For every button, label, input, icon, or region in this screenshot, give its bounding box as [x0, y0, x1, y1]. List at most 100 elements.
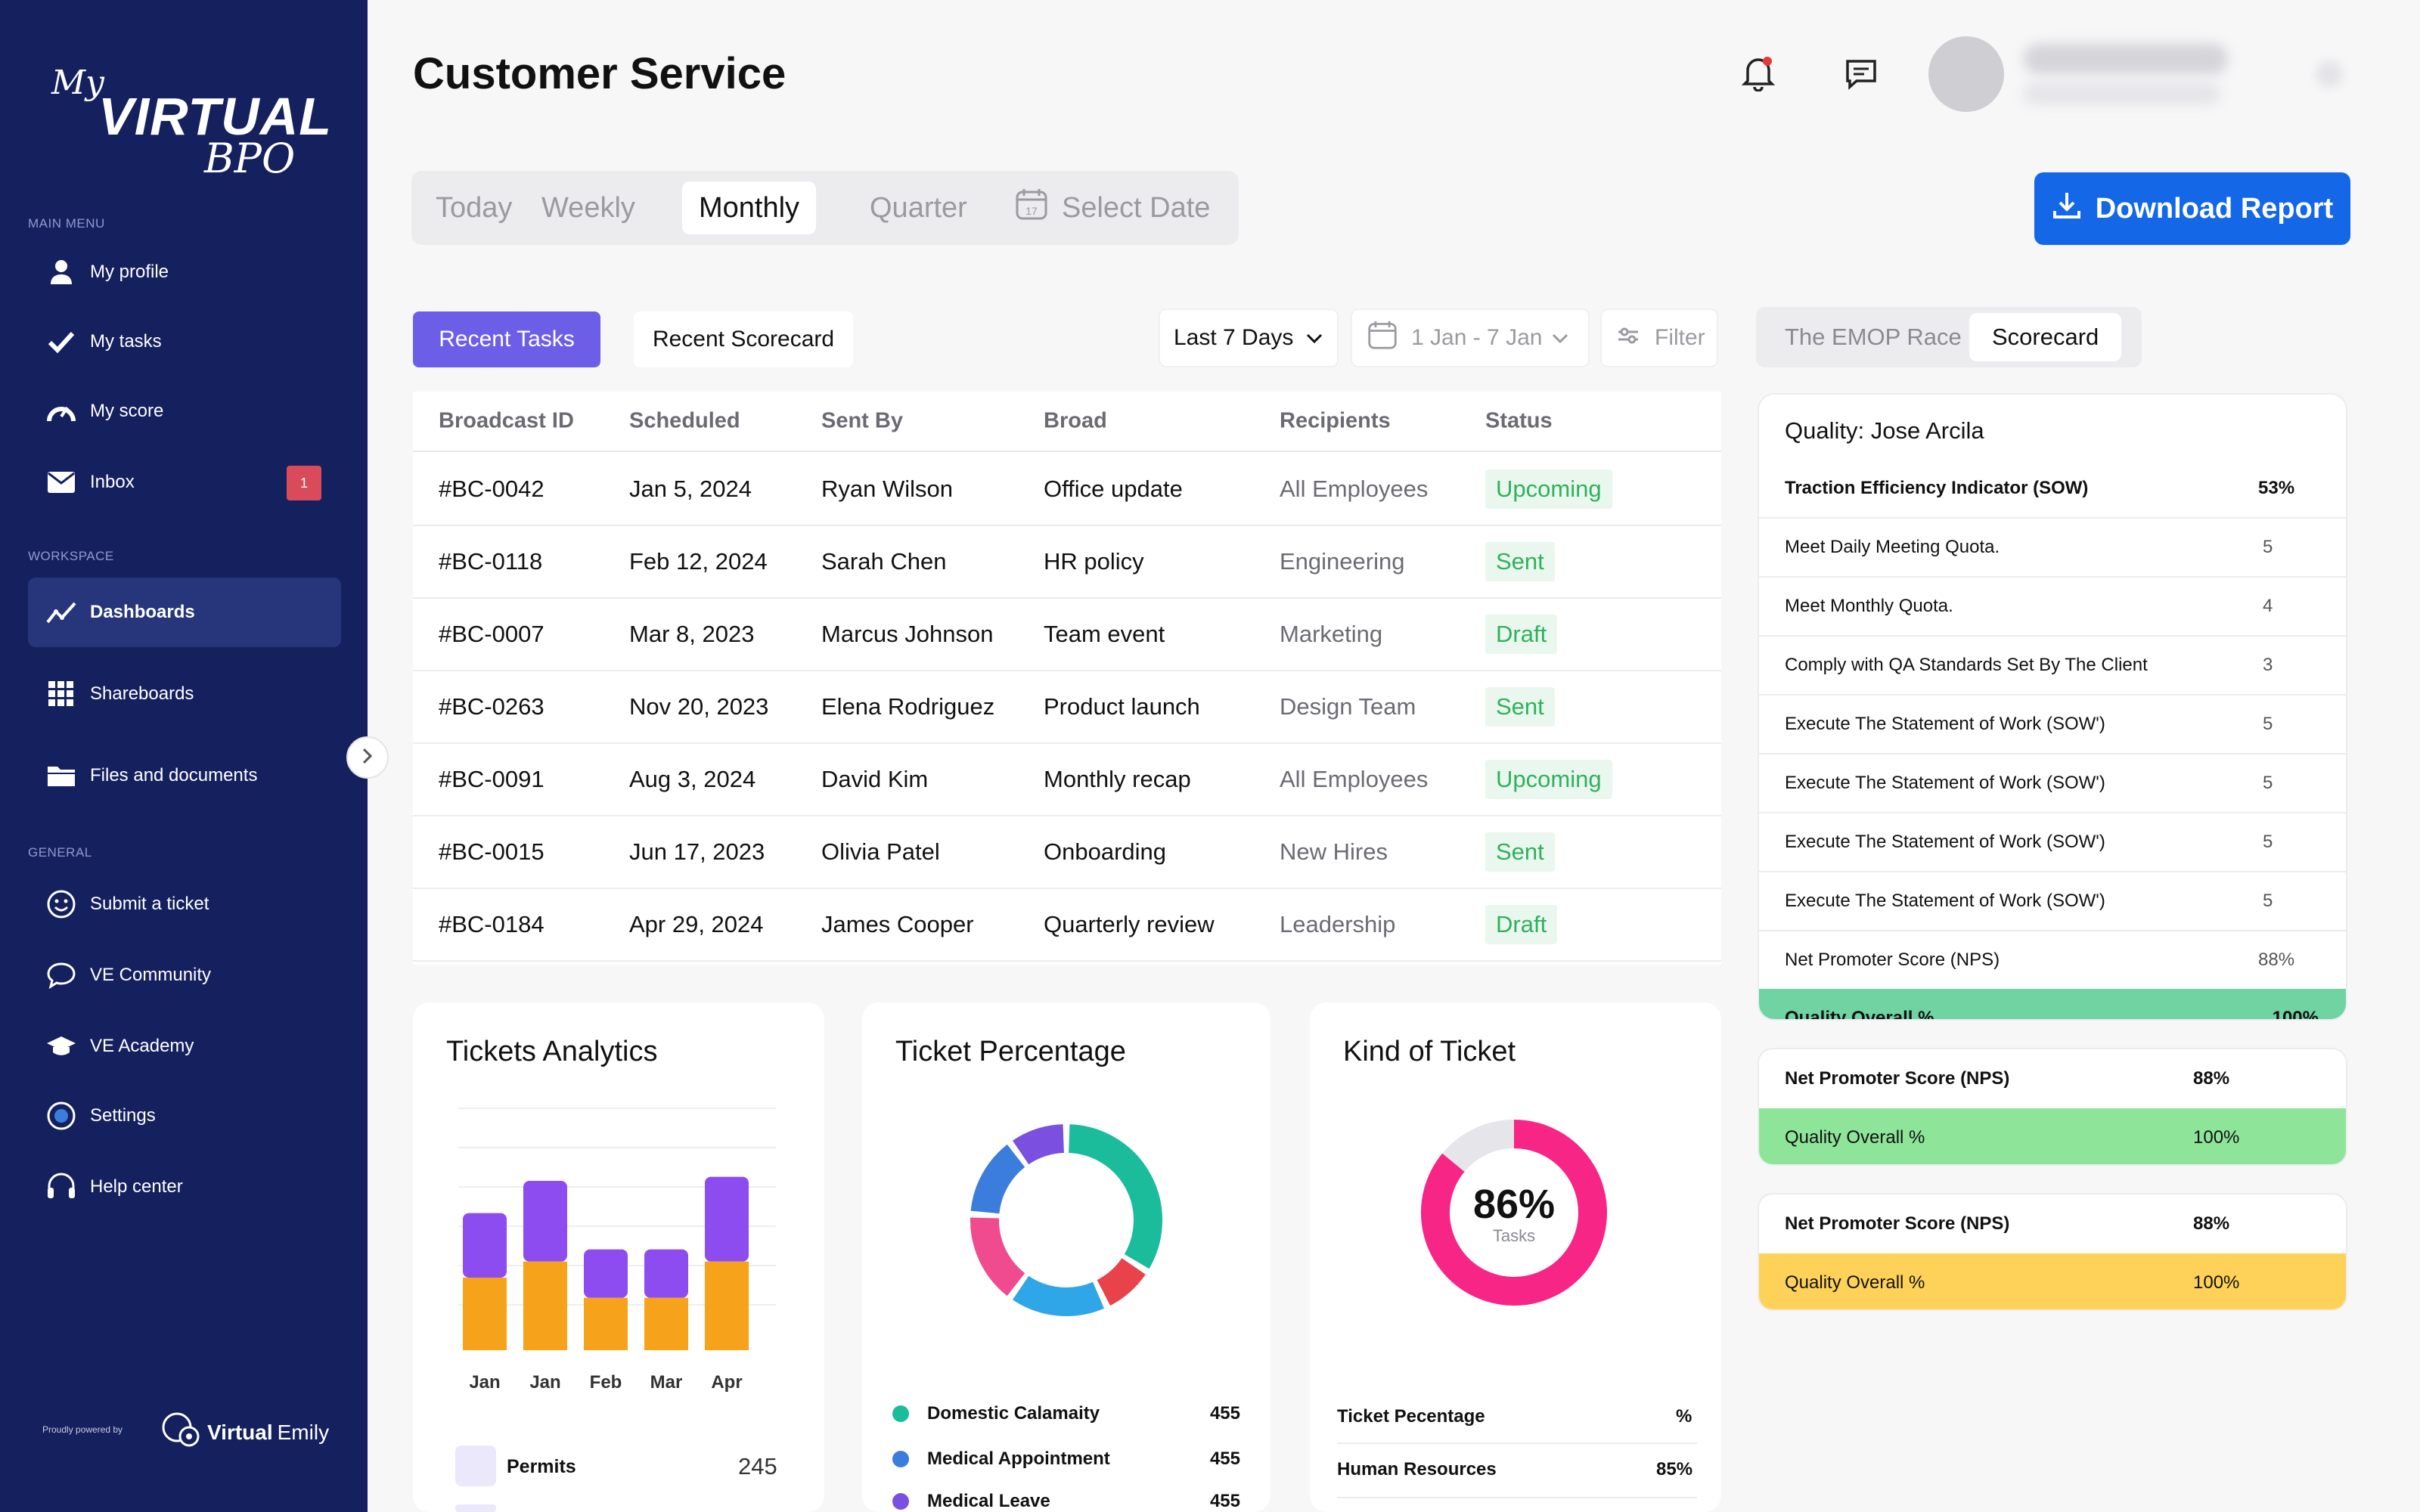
nps-value: 88% — [2193, 1213, 2230, 1234]
cell-recipients: Leadership — [1280, 911, 1396, 937]
cell-status[interactable]: Sent — [1485, 832, 1555, 872]
sidebar-item-submit-ticket[interactable]: Submit a ticket — [28, 869, 341, 939]
legend-dot — [892, 1493, 909, 1510]
cell-broad: Office update — [1044, 476, 1183, 502]
sidebar-item-files[interactable]: Files and documents — [28, 741, 341, 810]
cell-broad: Monthly recap — [1044, 766, 1191, 792]
sidebar-item-label: Settings — [90, 1105, 156, 1126]
avatar[interactable] — [1928, 36, 2004, 112]
donut-slice — [970, 1144, 1025, 1214]
quality-value: 100% — [2193, 1127, 2240, 1148]
scorecard-row-label: Comply with QA Standards Set By The Clie… — [1785, 655, 2148, 675]
filter-button[interactable]: Filter — [1600, 308, 1718, 367]
tab-select-date[interactable]: 17 Select Date — [998, 181, 1227, 234]
logo-virtual: VIRTUAL — [98, 87, 333, 146]
scorecard-row-label: Execute The Statement of Work (SOW') — [1785, 891, 2105, 911]
table-row[interactable]: #BC-0118 Feb 12, 2024 Sarah Chen HR policy E… — [413, 526, 1721, 599]
legend-dot — [892, 1451, 909, 1467]
user-role-blurred — [2024, 83, 2220, 104]
scorecard-row-value: 53% — [2258, 478, 2295, 498]
permits-swatch — [455, 1445, 496, 1486]
cell-sent-by: Marcus Johnson — [821, 621, 994, 647]
range-dropdown[interactable]: Last 7 Days — [1159, 308, 1339, 367]
tab-weekly[interactable]: Weekly — [541, 191, 635, 224]
bar-segment — [705, 1176, 749, 1262]
tab-recent-tasks[interactable]: Recent Tasks — [413, 311, 600, 367]
table-row[interactable]: #BC-0042 Jan 5, 2024 Ryan Wilson Office upd… — [413, 454, 1721, 526]
legend-label: Medical Leave — [927, 1491, 1050, 1511]
messages-button[interactable] — [1835, 48, 1888, 101]
table-row[interactable]: #BC-0015 Jun 17, 2023 Olivia Patel Onboardi… — [413, 816, 1721, 889]
notification-button[interactable] — [1732, 48, 1785, 101]
sidebar-collapse-button[interactable] — [346, 736, 389, 779]
brand-logo[interactable]: My VIRTUAL BPO — [45, 60, 331, 182]
section-general: GENERAL — [28, 845, 92, 860]
sidebar-item-my-tasks[interactable]: My tasks — [28, 307, 341, 376]
sidebar-item-dashboards[interactable]: Dashboards — [28, 578, 341, 647]
divider — [1337, 1497, 1697, 1498]
tab-scorecard[interactable]: Scorecard — [1969, 313, 2122, 361]
col-sent-by[interactable]: Sent By — [821, 408, 903, 433]
donut-slice — [970, 1217, 1025, 1297]
page-title: Customer Service — [413, 49, 786, 98]
scorecard-overall-row: Quality Overall % 100% — [1759, 989, 2346, 1021]
x-tick-label: Jan — [469, 1372, 500, 1393]
grid-icon — [46, 679, 76, 709]
tab-today[interactable]: Today — [436, 191, 513, 224]
scorecard-row: Meet Daily Meeting Quota. 5 — [1759, 519, 2346, 578]
col-broad[interactable]: Broad — [1044, 408, 1107, 433]
cell-broadcast-id: #BC-0118 — [439, 548, 543, 575]
sidebar-item-help-center[interactable]: Help center — [28, 1152, 341, 1222]
check-icon — [46, 327, 76, 357]
sidebar-item-shareboards[interactable]: Shareboards — [28, 659, 341, 729]
scorecard-row: Net Promoter Score (NPS) 88% — [1759, 931, 2346, 990]
cell-scheduled: Aug 3, 2024 — [629, 766, 756, 792]
cell-recipients: All Employees — [1280, 476, 1429, 502]
sidebar-item-inbox[interactable]: Inbox 1 — [28, 448, 341, 517]
tab-emop-race[interactable]: The EMOP Race — [1785, 324, 1962, 350]
sidebar-item-my-score[interactable]: My score — [28, 376, 341, 446]
cell-status[interactable]: Upcoming — [1485, 760, 1612, 799]
kind-of-ticket-title: Kind of Ticket — [1343, 1036, 1516, 1067]
tickets-analytics-title: Tickets Analytics — [446, 1036, 658, 1067]
table-row[interactable]: #BC-0091 Aug 3, 2024 David Kim Monthly reca… — [413, 744, 1721, 816]
col-status[interactable]: Status — [1485, 408, 1553, 433]
cell-status[interactable]: Draft — [1485, 615, 1558, 654]
download-report-button[interactable]: Download Report — [2034, 172, 2350, 245]
legend-value: 455 — [1209, 1491, 1240, 1511]
cell-status[interactable]: Sent — [1485, 687, 1555, 727]
table-row[interactable]: #BC-0007 Mar 8, 2023 Marcus Johnson Team ev… — [413, 599, 1721, 671]
date-range-picker[interactable]: 1 Jan - 7 Jan — [1351, 308, 1590, 367]
col-broadcast-id[interactable]: Broadcast ID — [439, 408, 574, 433]
cell-broadcast-id: #BC-0263 — [439, 693, 544, 720]
nps-card-green: Net Promoter Score (NPS) 88% Quality Over… — [1758, 1048, 2347, 1166]
cell-status[interactable]: Upcoming — [1485, 469, 1612, 509]
donut-slice — [1097, 1257, 1146, 1306]
x-tick-label: Jan — [529, 1372, 560, 1393]
bar-segment — [584, 1297, 628, 1350]
ticket-percentage-card: Ticket Percentage Domestic Calamaity 455 … — [862, 1002, 1270, 1512]
tab-monthly[interactable]: Monthly — [682, 181, 817, 234]
legend-label: Medical Appointment — [927, 1448, 1110, 1469]
table-row[interactable]: #BC-0184 Apr 29, 2024 James Cooper Quarterl… — [413, 889, 1721, 962]
col-scheduled[interactable]: Scheduled — [629, 408, 740, 433]
col-recipients[interactable]: Recipients — [1280, 408, 1391, 433]
scorecard-row-label: Execute The Statement of Work (SOW') — [1785, 714, 2105, 734]
cell-status[interactable]: Draft — [1485, 905, 1558, 944]
date-range-label: 1 Jan - 7 Jan — [1411, 325, 1543, 350]
overall-value: 100% — [2272, 1008, 2319, 1021]
cell-status[interactable]: Sent — [1485, 542, 1555, 581]
scorecard-row-value: 5 — [2263, 773, 2273, 793]
tab-quarter[interactable]: Quarter — [870, 191, 967, 224]
sidebar-item-ve-academy[interactable]: VE Academy — [28, 1012, 341, 1081]
gauge-icon — [46, 396, 76, 426]
sidebar-item-settings[interactable]: Settings — [28, 1081, 341, 1151]
kind-table-head-pct: % — [1676, 1406, 1692, 1427]
nps-label: Net Promoter Score (NPS) — [1785, 1068, 2010, 1089]
sidebar-item-my-profile[interactable]: My profile — [28, 237, 341, 307]
sidebar-item-ve-community[interactable]: VE Community — [28, 940, 341, 1010]
tab-recent-scorecard[interactable]: Recent Scorecard — [634, 311, 853, 367]
sidebar-item-label: My score — [90, 401, 164, 421]
profile-menu-toggle[interactable] — [2316, 60, 2343, 88]
table-row[interactable]: #BC-0263 Nov 20, 2023 Elena Rodriguez Produ… — [413, 671, 1721, 744]
